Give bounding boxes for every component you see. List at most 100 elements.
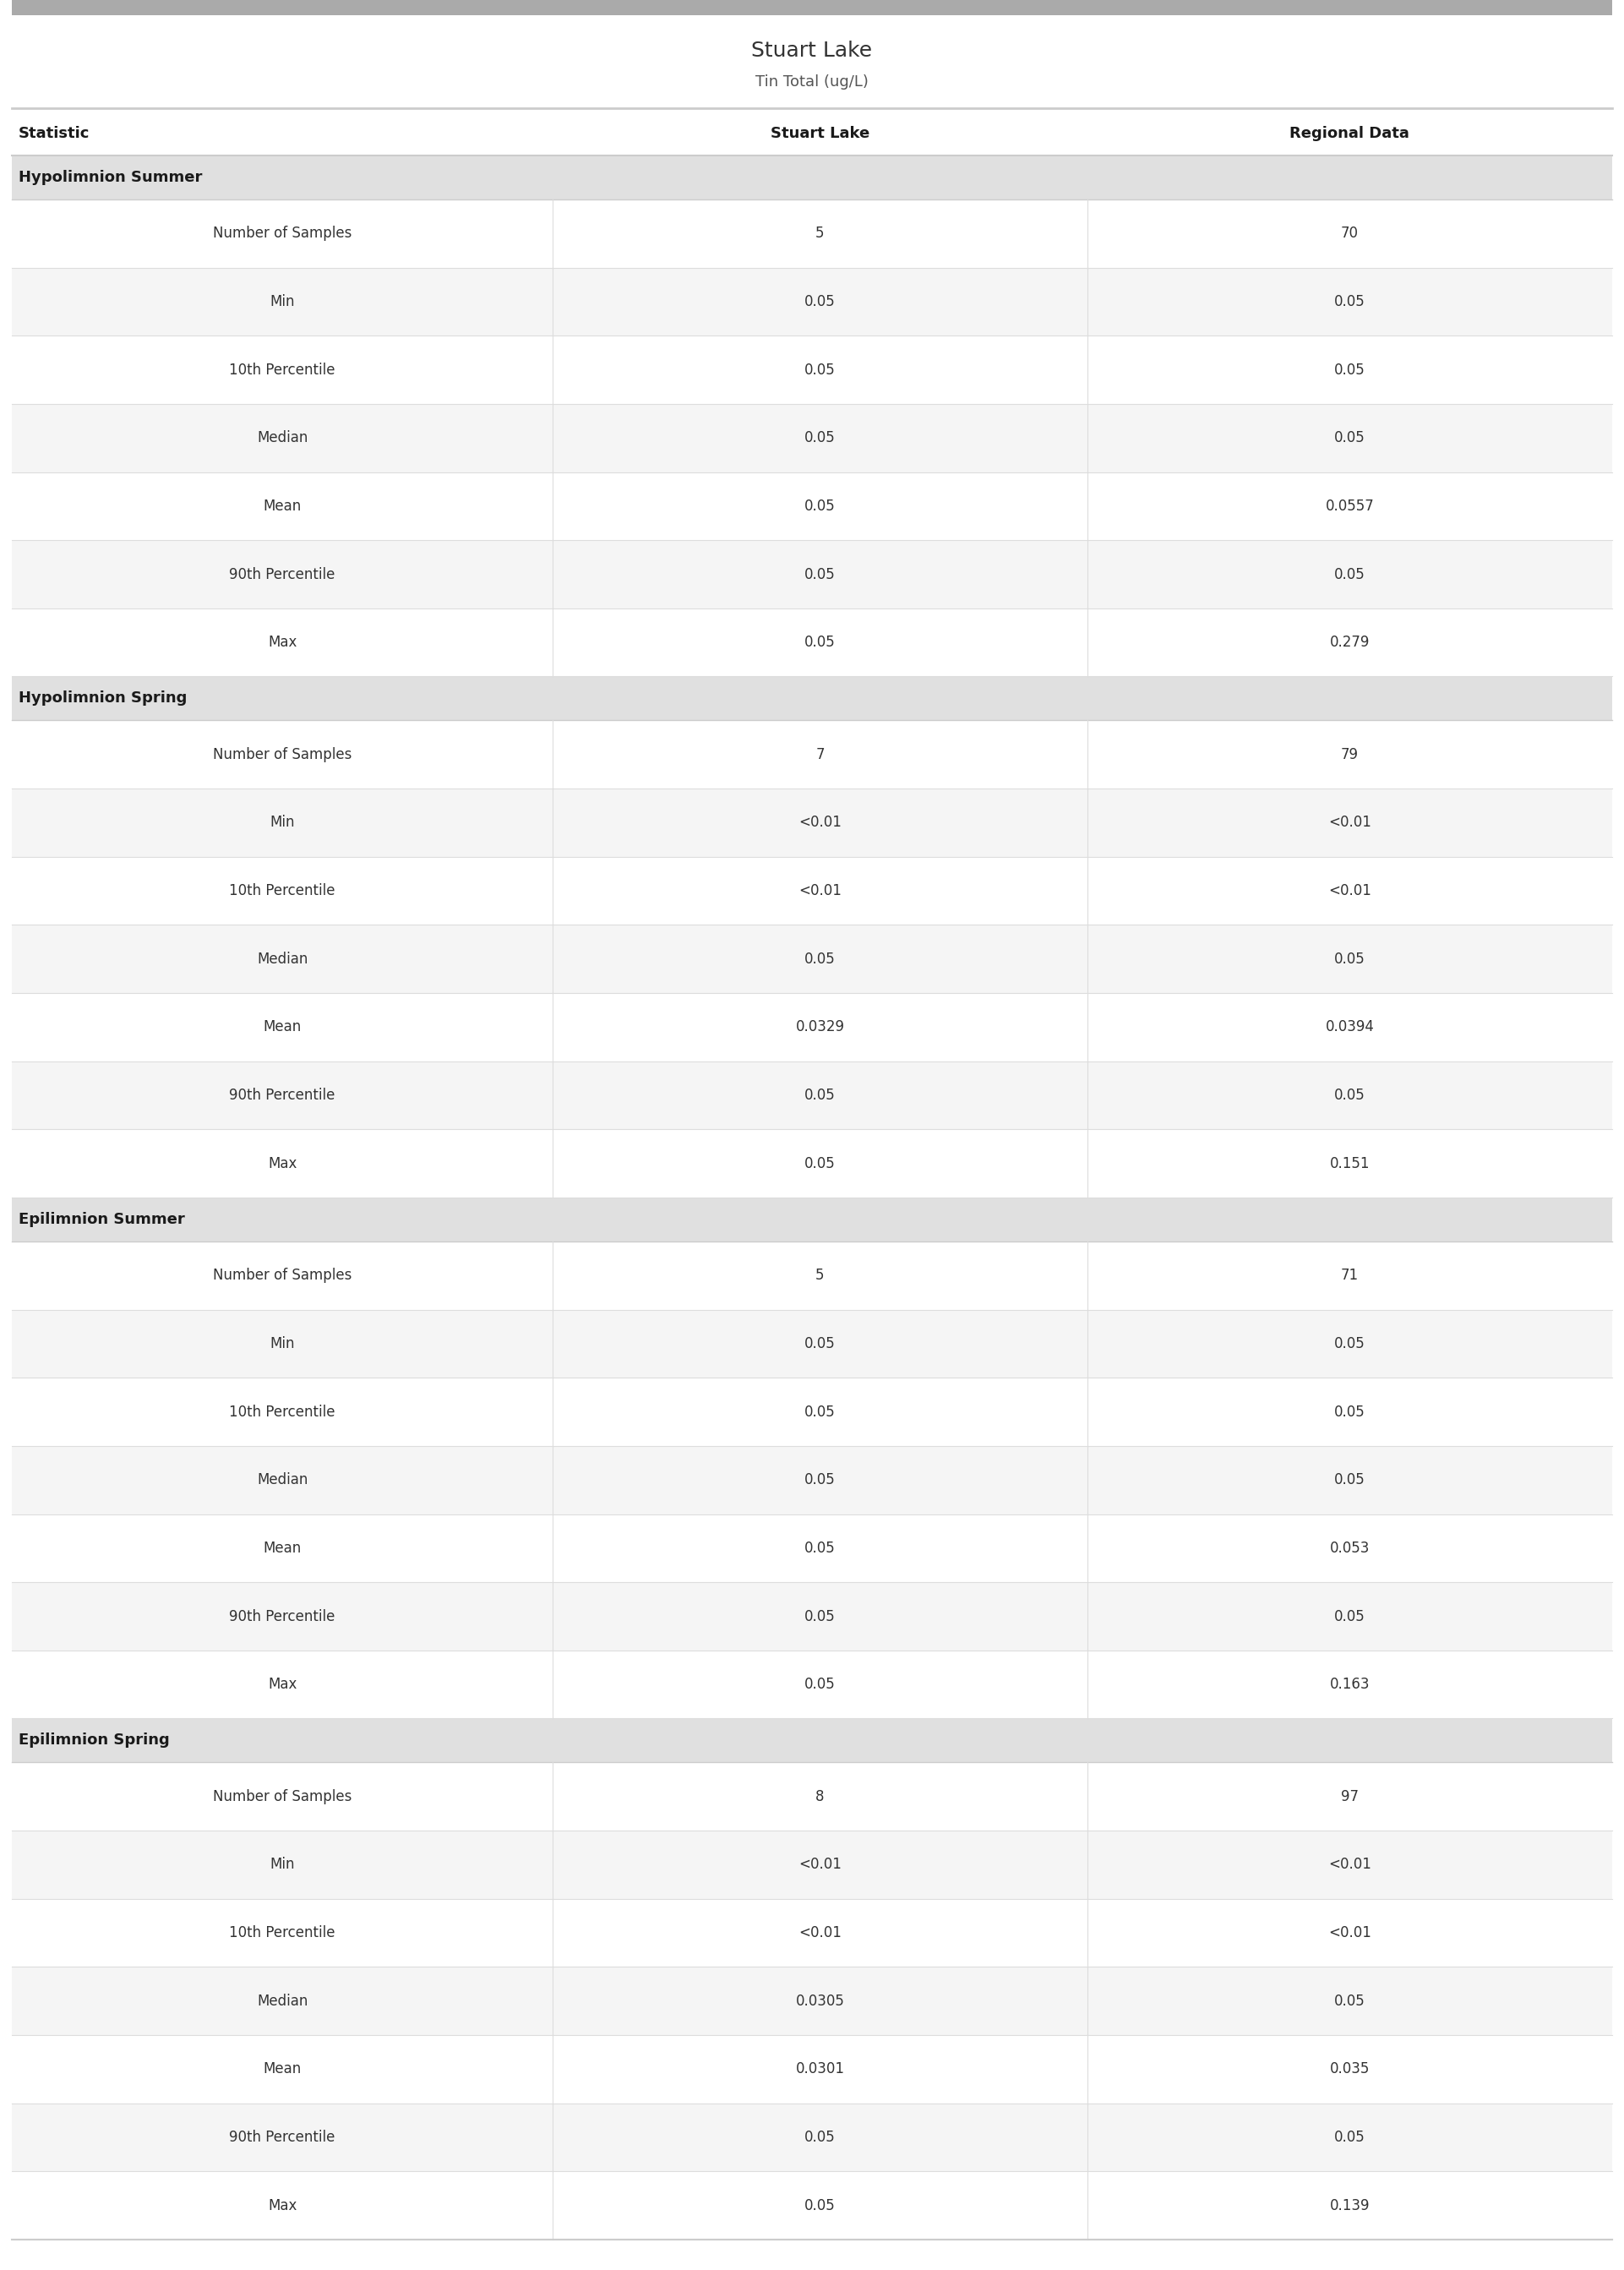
Text: Min: Min — [270, 295, 294, 309]
Bar — [11, 2172, 1613, 2240]
Bar — [11, 472, 1613, 540]
Text: Stuart Lake: Stuart Lake — [770, 125, 869, 141]
Bar — [11, 540, 1613, 608]
Bar — [11, 1968, 1613, 2036]
Text: <0.01: <0.01 — [1328, 1925, 1371, 1941]
Text: 0.05: 0.05 — [1335, 951, 1366, 967]
Text: Max: Max — [268, 2197, 297, 2213]
Text: 0.05: 0.05 — [804, 636, 835, 649]
Text: Max: Max — [268, 1155, 297, 1171]
Text: 0.05: 0.05 — [1335, 1473, 1366, 1487]
Text: 0.05: 0.05 — [1335, 568, 1366, 581]
Text: 0.05: 0.05 — [804, 363, 835, 377]
Bar — [11, 1650, 1613, 1718]
Text: 10th Percentile: 10th Percentile — [229, 363, 335, 377]
Text: 0.0557: 0.0557 — [1325, 499, 1374, 513]
Bar — [11, 1514, 1613, 1582]
Text: Number of Samples: Number of Samples — [213, 1269, 352, 1283]
Text: 90th Percentile: 90th Percentile — [229, 1087, 335, 1103]
Text: 0.05: 0.05 — [1335, 363, 1366, 377]
Bar — [11, 200, 1613, 268]
Text: Max: Max — [268, 1678, 297, 1691]
Text: 8: 8 — [815, 1789, 825, 1805]
Text: 0.0305: 0.0305 — [796, 1993, 844, 2009]
Bar — [11, 2104, 1613, 2172]
Bar — [11, 788, 1613, 856]
Text: 5: 5 — [815, 1269, 825, 1283]
Text: 0.05: 0.05 — [1335, 295, 1366, 309]
Text: Regional Data: Regional Data — [1289, 125, 1410, 141]
Text: 0.05: 0.05 — [804, 499, 835, 513]
Text: 0.05: 0.05 — [804, 1405, 835, 1419]
Text: Min: Min — [270, 815, 294, 831]
Text: 0.279: 0.279 — [1330, 636, 1369, 649]
Text: Hypolimnion Spring: Hypolimnion Spring — [18, 690, 187, 706]
Text: 0.05: 0.05 — [804, 295, 835, 309]
Text: 0.05: 0.05 — [1335, 1405, 1366, 1419]
Bar — [11, 1762, 1613, 1830]
Text: 0.0301: 0.0301 — [796, 2061, 844, 2077]
Text: <0.01: <0.01 — [799, 1857, 841, 1873]
Text: 5: 5 — [815, 227, 825, 241]
Text: 0.05: 0.05 — [804, 1609, 835, 1623]
Bar — [11, 1310, 1613, 1378]
Text: 71: 71 — [1341, 1269, 1359, 1283]
Text: Median: Median — [257, 431, 309, 445]
Text: 0.139: 0.139 — [1330, 2197, 1369, 2213]
Bar — [11, 109, 1613, 157]
Text: 0.151: 0.151 — [1330, 1155, 1369, 1171]
Text: 0.05: 0.05 — [1335, 431, 1366, 445]
Text: Number of Samples: Number of Samples — [213, 227, 352, 241]
Text: <0.01: <0.01 — [1328, 883, 1371, 899]
Text: <0.01: <0.01 — [799, 1925, 841, 1941]
Text: Statistic: Statistic — [18, 125, 89, 141]
Bar — [11, 336, 1613, 404]
Text: 0.05: 0.05 — [804, 1678, 835, 1691]
Text: <0.01: <0.01 — [1328, 1857, 1371, 1873]
Bar — [11, 404, 1613, 472]
Text: Number of Samples: Number of Samples — [213, 747, 352, 763]
Text: <0.01: <0.01 — [1328, 815, 1371, 831]
Text: 0.0329: 0.0329 — [796, 1019, 844, 1035]
Text: 0.05: 0.05 — [804, 1541, 835, 1555]
Text: Tin Total (ug/L): Tin Total (ug/L) — [755, 75, 869, 91]
Text: 90th Percentile: 90th Percentile — [229, 568, 335, 581]
Text: 0.035: 0.035 — [1330, 2061, 1369, 2077]
Text: <0.01: <0.01 — [799, 815, 841, 831]
Text: Mean: Mean — [263, 1019, 302, 1035]
Bar — [11, 924, 1613, 992]
Text: Min: Min — [270, 1857, 294, 1873]
Text: 0.05: 0.05 — [804, 951, 835, 967]
Bar — [11, 16, 1613, 109]
Text: Min: Min — [270, 1337, 294, 1351]
Text: Epilimnion Summer: Epilimnion Summer — [18, 1212, 185, 1228]
Bar — [11, 608, 1613, 676]
Text: <0.01: <0.01 — [799, 883, 841, 899]
Text: 10th Percentile: 10th Percentile — [229, 883, 335, 899]
Text: Mean: Mean — [263, 2061, 302, 2077]
Text: 90th Percentile: 90th Percentile — [229, 2129, 335, 2145]
Bar — [11, 268, 1613, 336]
Bar — [11, 1130, 1613, 1199]
Bar — [11, 157, 1613, 200]
Bar — [11, 1830, 1613, 1898]
Text: Mean: Mean — [263, 499, 302, 513]
Text: 0.05: 0.05 — [1335, 1609, 1366, 1623]
Text: 0.05: 0.05 — [1335, 2129, 1366, 2145]
Bar — [11, 1718, 1613, 1762]
Bar — [11, 1242, 1613, 1310]
Text: 10th Percentile: 10th Percentile — [229, 1925, 335, 1941]
Text: Median: Median — [257, 951, 309, 967]
Bar — [11, 676, 1613, 720]
Text: 10th Percentile: 10th Percentile — [229, 1405, 335, 1419]
Text: Epilimnion Spring: Epilimnion Spring — [18, 1732, 169, 1748]
Text: 0.05: 0.05 — [1335, 1087, 1366, 1103]
Text: Number of Samples: Number of Samples — [213, 1789, 352, 1805]
Bar — [11, 0, 1613, 16]
Text: 0.053: 0.053 — [1330, 1541, 1369, 1555]
Text: Max: Max — [268, 636, 297, 649]
Bar — [11, 992, 1613, 1062]
Text: Stuart Lake: Stuart Lake — [752, 41, 872, 61]
Text: 0.05: 0.05 — [1335, 1337, 1366, 1351]
Bar — [11, 2036, 1613, 2104]
